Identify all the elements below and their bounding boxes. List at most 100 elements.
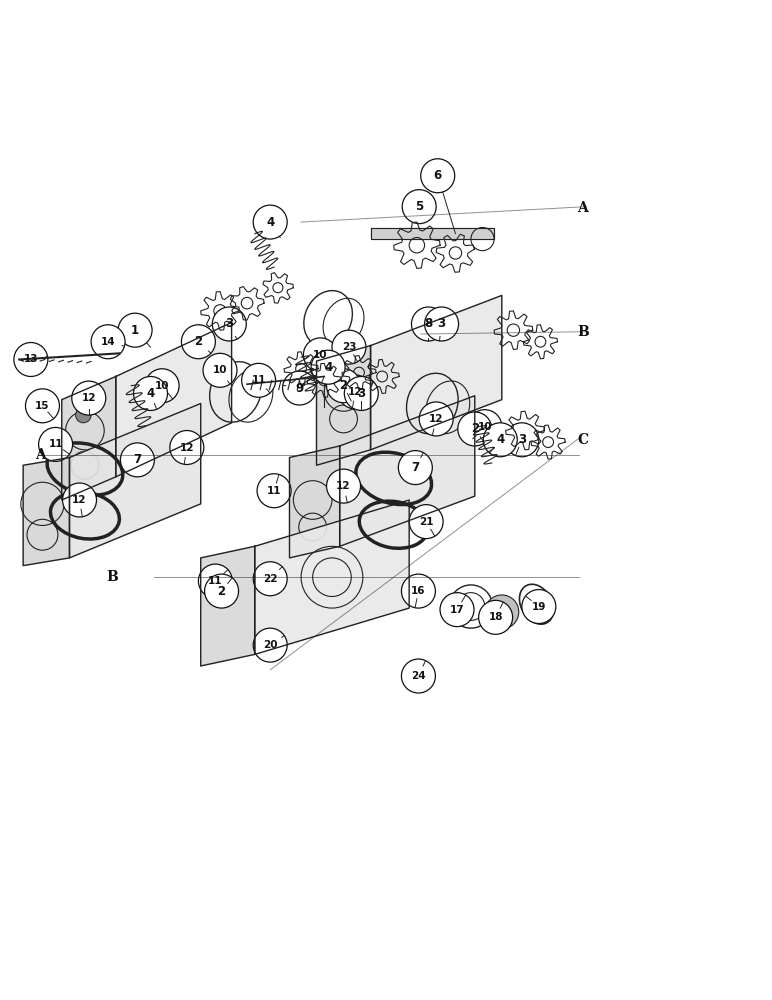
Circle shape [134, 376, 168, 410]
Text: 14: 14 [101, 337, 115, 347]
Text: B: B [577, 325, 589, 339]
Text: 3: 3 [225, 317, 233, 330]
Circle shape [409, 505, 443, 539]
Circle shape [253, 562, 287, 596]
Polygon shape [340, 396, 475, 546]
Text: 2: 2 [218, 585, 225, 598]
Text: 12: 12 [337, 481, 350, 491]
Text: 11: 11 [267, 486, 281, 496]
Text: 2: 2 [195, 335, 202, 348]
Text: 12: 12 [73, 495, 86, 505]
Circle shape [14, 343, 48, 376]
Circle shape [327, 369, 361, 403]
Circle shape [242, 363, 276, 397]
Text: 6: 6 [434, 169, 442, 182]
Text: 7: 7 [411, 461, 419, 474]
Circle shape [401, 574, 435, 608]
Text: 4: 4 [496, 433, 504, 446]
Circle shape [421, 159, 455, 193]
Text: 12: 12 [348, 387, 362, 397]
Text: 12: 12 [429, 414, 443, 424]
Text: C: C [577, 433, 588, 447]
Circle shape [91, 325, 125, 359]
Circle shape [468, 410, 502, 444]
Text: 2: 2 [471, 422, 479, 435]
Circle shape [401, 659, 435, 693]
Circle shape [170, 431, 204, 464]
Circle shape [118, 313, 152, 347]
Text: 3: 3 [518, 433, 526, 446]
Circle shape [425, 307, 459, 341]
Text: 1: 1 [131, 324, 139, 337]
Circle shape [205, 574, 239, 608]
Circle shape [332, 330, 366, 364]
Polygon shape [62, 376, 116, 500]
Polygon shape [290, 446, 340, 558]
Circle shape [522, 590, 556, 624]
Text: B: B [106, 570, 118, 584]
Circle shape [303, 338, 337, 372]
Text: 3: 3 [438, 317, 445, 330]
Circle shape [458, 412, 492, 446]
Circle shape [212, 307, 246, 341]
Polygon shape [116, 322, 232, 477]
Circle shape [198, 564, 232, 598]
Circle shape [257, 474, 291, 508]
Circle shape [25, 389, 59, 423]
Circle shape [39, 427, 73, 461]
Text: 18: 18 [489, 612, 503, 622]
Polygon shape [23, 458, 69, 566]
Text: 10: 10 [155, 381, 169, 391]
Circle shape [479, 600, 513, 634]
Text: 10: 10 [313, 350, 327, 360]
Circle shape [505, 423, 539, 457]
Text: A: A [577, 201, 588, 215]
Circle shape [440, 593, 474, 627]
Text: 22: 22 [263, 574, 277, 584]
Text: 15: 15 [36, 401, 49, 411]
Circle shape [398, 451, 432, 485]
Polygon shape [69, 403, 201, 558]
Circle shape [327, 469, 361, 503]
Text: 8: 8 [425, 317, 432, 330]
Text: 4: 4 [324, 361, 332, 374]
Polygon shape [201, 546, 255, 666]
Text: 12: 12 [82, 393, 96, 403]
Text: 7: 7 [134, 453, 141, 466]
Text: 9: 9 [296, 382, 303, 395]
Text: 13: 13 [24, 354, 38, 364]
Polygon shape [371, 295, 502, 450]
Circle shape [253, 628, 287, 662]
Circle shape [402, 190, 436, 224]
Text: 11: 11 [252, 375, 266, 385]
Text: 12: 12 [180, 443, 194, 453]
Text: 21: 21 [419, 517, 433, 527]
Circle shape [38, 402, 53, 417]
Text: 4: 4 [266, 216, 274, 229]
Circle shape [63, 483, 96, 517]
Text: 2: 2 [340, 379, 347, 392]
Text: 5: 5 [415, 200, 423, 213]
Circle shape [419, 402, 453, 436]
Circle shape [483, 423, 517, 457]
Circle shape [145, 369, 179, 403]
Text: 4: 4 [147, 387, 154, 400]
Circle shape [253, 205, 287, 239]
Text: A: A [35, 448, 46, 462]
Text: 17: 17 [450, 605, 464, 615]
Circle shape [120, 443, 154, 477]
Circle shape [338, 375, 372, 409]
Text: 10: 10 [478, 422, 492, 432]
Circle shape [72, 381, 106, 415]
Circle shape [181, 325, 215, 359]
Text: 11: 11 [49, 439, 63, 449]
Text: 3: 3 [357, 387, 365, 400]
Circle shape [283, 371, 317, 405]
Text: 16: 16 [411, 586, 425, 596]
Text: 19: 19 [532, 602, 546, 612]
Circle shape [203, 353, 237, 387]
Polygon shape [371, 228, 494, 239]
Text: 10: 10 [213, 365, 227, 375]
Text: 24: 24 [411, 671, 425, 681]
Circle shape [76, 407, 91, 423]
